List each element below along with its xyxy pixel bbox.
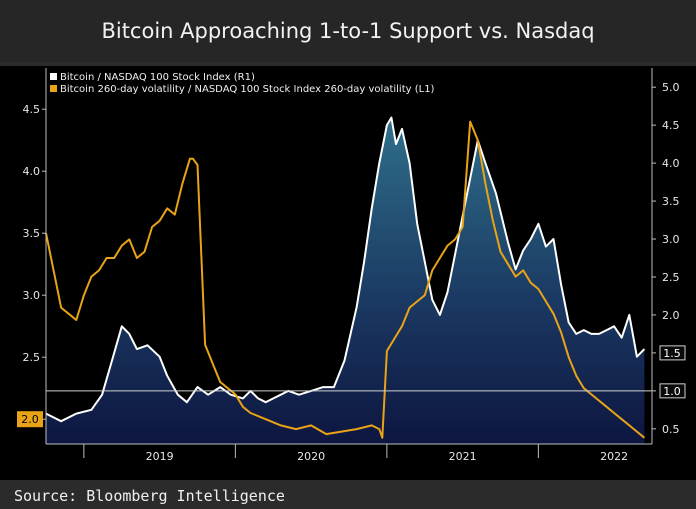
right-highlight-box	[659, 345, 686, 361]
chart-title-bar: Bitcoin Approaching 1-to-1 Support vs. N…	[0, 0, 696, 62]
right-tick-label: 2.5	[662, 271, 680, 284]
right-tick-label: 2.0	[662, 309, 680, 322]
left-tick-label: 4.0	[23, 165, 41, 178]
legend-swatch	[50, 85, 57, 92]
left-tick-label: 3.5	[23, 227, 41, 240]
x-tick-label: 2020	[297, 450, 325, 463]
right-tick-label: 3.5	[662, 195, 680, 208]
chart-area: 4.5 4.0 3.5 3.0 2.5 2.0 5.0 4.5 4.0 3.5 3.0 2.5 2.0 1…	[0, 66, 696, 480]
left-tick-label: 4.5	[23, 103, 41, 116]
right-tick-label: 4.0	[662, 157, 680, 170]
left-tick-label: 3.0	[23, 289, 41, 302]
right-tick-label: 1.0	[663, 385, 681, 398]
x-tick-label: 2019	[146, 450, 174, 463]
left-highlight-box	[17, 411, 43, 428]
legend-swatch	[50, 73, 57, 80]
source-note: Source: Bloomberg Intelligence	[14, 486, 285, 505]
x-tick-label: 2021	[449, 450, 477, 463]
right-tick-label: 3.0	[662, 233, 680, 246]
series-area-0	[46, 117, 645, 444]
left-tick-label: 2.5	[23, 351, 41, 364]
legend-label: Bitcoin / NASDAQ 100 Stock Index (R1)	[60, 72, 255, 83]
chart-svg: 4.5 4.0 3.5 3.0 2.5 2.0 5.0 4.5 4.0 3.5 3.0 2.5 2.0 1…	[17, 68, 686, 463]
source-bar: Source: Bloomberg Intelligence	[0, 482, 696, 509]
x-tick-label: 2022	[600, 450, 628, 463]
right-highlight-box	[659, 383, 686, 399]
legend-label: Bitcoin 260-day volatility / NASDAQ 100 …	[60, 84, 435, 95]
chart-title: Bitcoin Approaching 1-to-1 Support vs. N…	[101, 19, 595, 43]
right-tick-label: 0.5	[662, 423, 680, 436]
right-tick-label: 4.5	[662, 119, 680, 132]
right-tick-label: 1.5	[663, 347, 681, 360]
series-line-0	[45, 116, 646, 423]
series-line-1	[45, 120, 646, 439]
right-tick-label: 5.0	[662, 81, 680, 94]
left-tick-label: 2.0	[21, 413, 39, 426]
